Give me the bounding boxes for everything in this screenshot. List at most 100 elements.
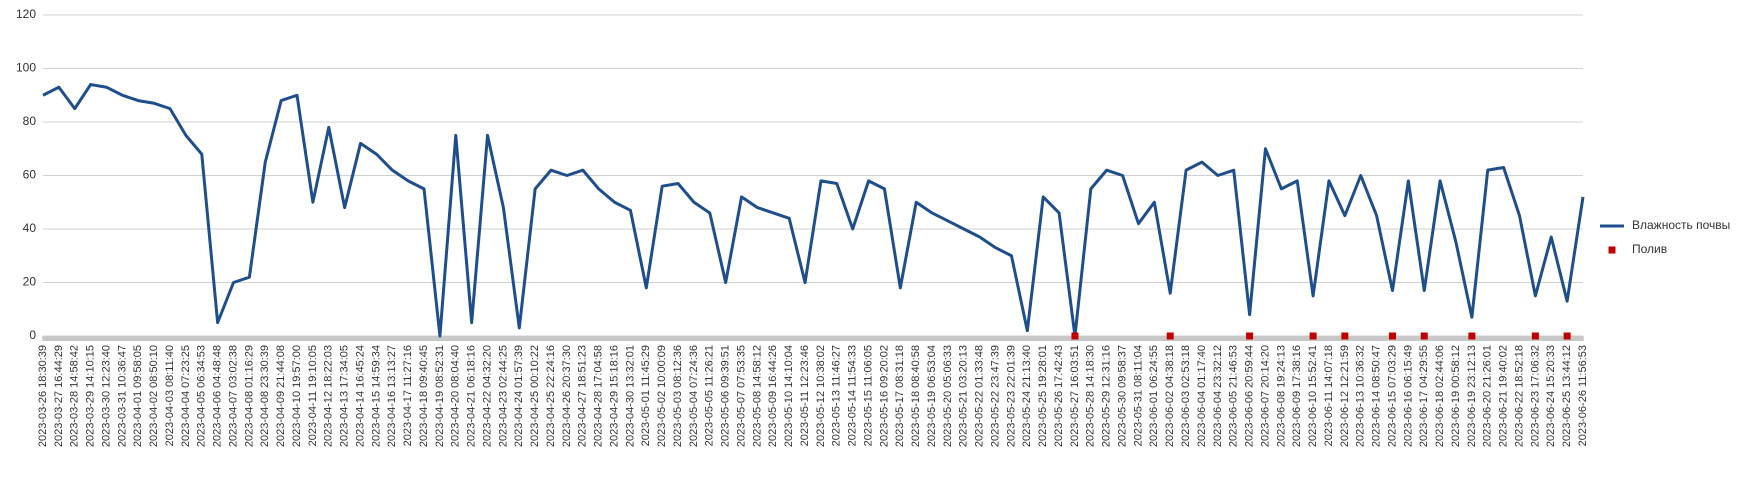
x-tick-label: 2023-05-03 08:12:36 (672, 345, 684, 447)
x-tick-label: 2023-05-08 14:58:12 (751, 345, 763, 447)
y-tick-label: 120 (16, 7, 36, 21)
x-tick-label: 2023-05-17 08:31:18 (894, 345, 906, 447)
x-tick-label: 2023-04-29 15:18:16 (608, 345, 620, 447)
x-tick-label: 2023-04-10 19:57:00 (291, 345, 303, 447)
x-tick-label: 2023-06-13 10:36:32 (1355, 345, 1367, 447)
marker (1420, 332, 1428, 340)
x-tick-label: 2023-06-06 20:59:44 (1244, 345, 1256, 447)
y-tick-label: 20 (23, 275, 37, 289)
x-tick-label: 2023-06-04 23:32:12 (1212, 345, 1224, 447)
x-tick-label: 2023-04-22 04:32:20 (481, 345, 493, 447)
x-tick-label: 2023-06-08 19:24:13 (1275, 345, 1287, 447)
x-tick-label: 2023-05-23 22:01:39 (1005, 345, 1017, 447)
marker (1468, 332, 1476, 340)
y-tick-label: 40 (23, 221, 37, 235)
x-tick-label: 2023-05-22 23:47:39 (989, 345, 1001, 447)
x-tick-label: 2023-06-09 17:38:16 (1291, 345, 1303, 447)
x-tick-label: 2023-05-10 14:10:04 (783, 345, 795, 447)
x-tick-label: 2023-05-29 12:31:16 (1101, 345, 1113, 447)
x-tick-label: 2023-04-06 04:48:48 (212, 345, 224, 447)
x-tick-label: 2023-04-18 09:40:45 (418, 345, 430, 447)
x-tick-label: 2023-05-04 07:24:36 (688, 345, 700, 447)
x-tick-label: 2023-04-26 20:37:30 (561, 345, 573, 447)
x-tick-label: 2023-06-04 01:17:40 (1196, 345, 1208, 447)
x-tick-label: 2023-06-19 23:12:13 (1466, 345, 1478, 447)
x-tick-label: 2023-04-25 00:10:22 (529, 345, 541, 447)
x-tick-label: 2023-06-07 20:14:20 (1259, 345, 1271, 447)
x-tick-label: 2023-04-02 08:50:10 (148, 345, 160, 447)
x-tick-label: 2023-05-15 11:06:05 (862, 345, 874, 446)
x-tick-label: 2023-04-01 09:58:05 (132, 345, 144, 447)
x-tick-label: 2023-04-15 14:59:34 (370, 345, 382, 447)
x-tick-label: 2023-05-30 09:58:37 (1116, 345, 1128, 447)
x-tick-label: 2023-06-01 06:24:55 (1148, 345, 1160, 447)
legend-label: Влажность почвы (1632, 218, 1730, 232)
x-tick-label: 2023-06-22 18:52:18 (1513, 345, 1525, 447)
x-tick-label: 2023-04-16 13:13:27 (386, 345, 398, 447)
x-tick-label: 2023-04-14 16:45:24 (354, 345, 366, 447)
x-tick-label: 2023-04-09 21:44:08 (275, 345, 287, 447)
x-tick-label: 2023-06-10 15:52:41 (1307, 345, 1319, 447)
x-tick-label: 2023-04-20 08:04:40 (450, 345, 462, 447)
x-tick-label: 2023-05-31 08:11:04 (1132, 345, 1144, 446)
x-tick-label: 2023-04-19 08:52:31 (434, 345, 446, 447)
x-tick-label: 2023-06-14 08:50:47 (1371, 345, 1383, 447)
x-tick-label: 2023-06-18 02:44:06 (1434, 345, 1446, 447)
y-tick-label: 100 (16, 61, 36, 75)
x-tick-label: 2023-03-31 10:36:47 (116, 345, 128, 447)
plot-area (42, 83, 1585, 340)
x-tick-label: 2023-04-24 01:57:39 (513, 345, 525, 447)
marker (1309, 332, 1317, 340)
x-tick-label: 2023-05-26 17:42:43 (1053, 345, 1065, 447)
x-tick-label: 2023-04-04 07:23:25 (180, 345, 192, 447)
x-tick-label: 2023-03-26 18:30:39 (37, 345, 49, 447)
y-tick-label: 60 (23, 168, 37, 182)
x-tick-label: 2023-05-09 16:44:26 (767, 345, 779, 447)
x-tick-label: 2023-04-17 11:27:16 (402, 345, 414, 446)
marker (1563, 332, 1571, 340)
marker (1531, 332, 1539, 340)
x-tick-label: 2023-05-27 16:03:51 (1069, 345, 1081, 447)
x-tick-label: 2023-04-30 13:32:01 (624, 345, 636, 447)
x-tick-label: 2023-06-20 21:26:01 (1482, 345, 1494, 447)
marker (1071, 332, 1079, 340)
x-tick-label: 2023-04-25 22:24:16 (545, 345, 557, 447)
x-tick-label: 2023-04-07 03:02:38 (227, 345, 239, 447)
x-tick-label: 2023-05-14 11:54:33 (847, 345, 859, 446)
x-tick-label: 2023-06-12 12:21:59 (1339, 345, 1351, 447)
x-tick-label: 2023-04-08 01:16:29 (243, 345, 255, 447)
x-tick-label: 2023-06-25 13:44:12 (1561, 345, 1573, 447)
x-tick-label: 2023-06-23 17:06:32 (1529, 345, 1541, 447)
x-tick-label: 2023-05-22 01:33:48 (974, 345, 986, 447)
x-tick-label: 2023-04-27 18:51:23 (577, 345, 589, 447)
x-tick-label: 2023-04-23 02:44:25 (497, 345, 509, 447)
x-tick-label: 2023-05-01 11:45:29 (640, 345, 652, 446)
x-tick-label: 2023-05-06 09:39:51 (720, 345, 732, 447)
x-tick-label: 2023-04-08 23:30:39 (259, 345, 271, 447)
x-axis (43, 336, 1583, 341)
x-tick-label: 2023-06-19 00:58:12 (1450, 345, 1462, 447)
x-tick-label: 2023-03-29 14:10:15 (85, 345, 97, 447)
x-tick-label: 2023-05-07 07:53:35 (735, 345, 747, 447)
x-tick-label: 2023-05-19 06:53:04 (926, 345, 938, 447)
x-tick-label: 2023-05-24 21:13:40 (1021, 345, 1033, 447)
x-tick-label: 2023-04-13 17:34:05 (339, 345, 351, 447)
x-tick-label: 2023-06-16 06:15:49 (1402, 345, 1414, 447)
marker (1341, 332, 1349, 340)
x-tick-label: 2023-05-18 08:40:58 (910, 345, 922, 447)
x-tick-label: 2023-06-21 19:40:02 (1498, 345, 1510, 447)
x-tick-label: 2023-05-13 11:46:27 (831, 345, 843, 446)
x-tick-label: 2023-04-21 06:18:16 (466, 345, 478, 447)
x-tick-label: 2023-05-20 05:06:33 (942, 345, 954, 447)
x-tick-label: 2023-06-24 15:20:33 (1545, 345, 1557, 447)
x-tick-label: 2023-04-11 19:10:05 (307, 345, 319, 446)
x-tick-label: 2023-06-03 02:53:18 (1180, 345, 1192, 447)
y-tick-label: 0 (29, 328, 36, 342)
x-tick-label: 2023-04-05 06:34:53 (196, 345, 208, 447)
marker (1166, 332, 1174, 340)
x-tick-label: 2023-05-16 09:20:02 (878, 345, 890, 447)
x-tick-label: 2023-05-11 12:23:46 (799, 345, 811, 446)
x-tick-label: 2023-06-11 14:07:18 (1323, 345, 1335, 446)
x-tick-label: 2023-03-27 16:44:29 (53, 345, 65, 447)
